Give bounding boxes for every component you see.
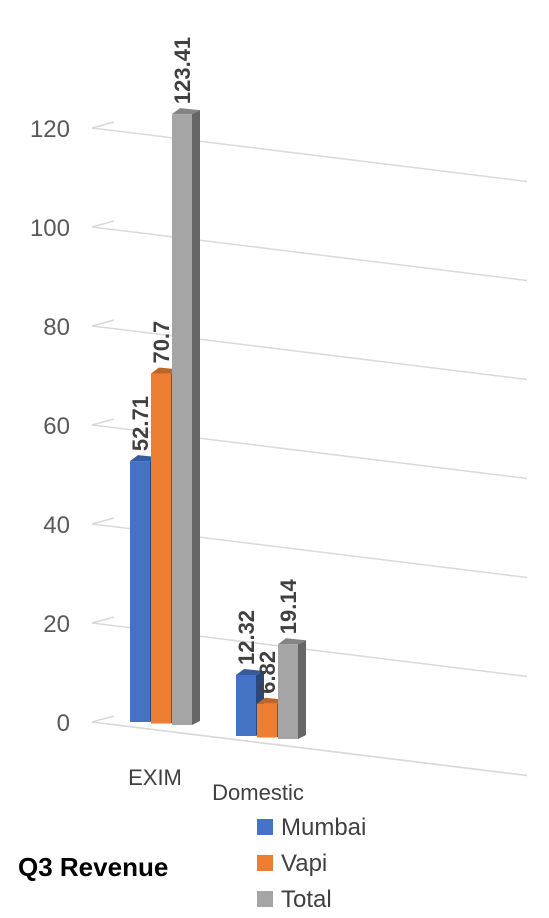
gridline [91,325,528,381]
gridline [91,127,528,183]
chart-title: Q3 Revenue [18,852,168,882]
gridline-wall [91,715,115,723]
data-label: 123.41 [170,37,195,104]
legend-swatch [257,855,273,871]
bar-top [278,638,306,645]
data-label: 12.32 [234,610,259,665]
bar-front [172,114,192,726]
legend-swatch [257,891,273,907]
bar-side [298,640,306,739]
y-axis-tick-labels: 0 20 40 60 80 100 120 [30,116,70,737]
gridline-wall [91,319,115,327]
data-label: 70.7 [149,321,174,364]
bar-top [172,108,200,115]
bar-front [278,644,298,739]
legend: Mumbai Vapi Total [257,814,366,913]
y-tick-label: 60 [43,413,70,440]
y-tick-label: 80 [43,314,70,341]
category-label: EXIM [128,765,182,790]
bar-total-domestic [278,638,306,739]
x-axis-category-labels: EXIM Domestic [128,765,304,805]
category-label: Domestic [212,780,304,805]
bar-front [236,675,256,736]
gridline-wall [91,616,115,624]
legend-label: Total [281,886,332,913]
gridline [91,226,528,282]
gridline-wall [91,121,115,129]
y-tick-label: 0 [57,710,70,737]
bar-front [130,461,150,722]
bar-total-exim [172,108,200,726]
legend-item-vapi: Vapi [257,850,327,877]
legend-item-total: Total [257,886,332,913]
y-tick-label: 100 [30,215,70,242]
data-label: 52.71 [128,396,153,451]
bar-front [151,373,171,724]
bar-top [236,669,264,676]
data-label: 19.14 [276,578,301,634]
bar-front [257,703,277,738]
y-tick-label: 20 [43,611,70,638]
legend-label: Vapi [281,850,327,877]
floor-line [107,723,528,777]
y-tick-label: 120 [30,116,70,143]
data-labels: 52.71 70.7 123.41 12.326.82 19.14 [128,37,301,694]
bars [130,108,306,739]
gridline-wall [91,418,115,426]
legend-label: Mumbai [281,814,366,841]
legend-item-mumbai: Mumbai [257,814,366,841]
gridline-wall [91,220,115,228]
bar-side [192,110,200,726]
gridline-wall [91,517,115,525]
data-label: 6.82 [255,651,280,694]
y-tick-label: 40 [43,512,70,539]
legend-swatch [257,819,273,835]
